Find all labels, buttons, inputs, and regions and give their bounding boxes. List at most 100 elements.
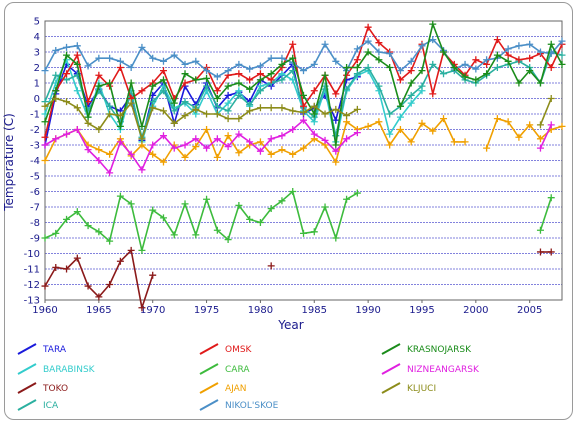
data-point: [278, 104, 286, 112]
data-point: [138, 304, 146, 312]
legend-swatch: [381, 363, 401, 375]
legend-item-nizneangarsk: NIZNEANGARSK: [381, 363, 480, 375]
y-tick-label: -6: [30, 187, 40, 198]
data-point: [558, 51, 566, 59]
data-point: [526, 121, 534, 129]
data-point: [332, 147, 340, 155]
data-point: [224, 82, 232, 90]
legend-label: CARA: [225, 365, 250, 375]
data-point: [203, 74, 211, 82]
data-point: [353, 105, 361, 113]
data-point: [149, 141, 157, 149]
data-point: [138, 135, 146, 143]
data-point: [106, 281, 114, 288]
data-point: [407, 91, 415, 99]
data-point: [300, 102, 307, 110]
data-point: [181, 60, 189, 68]
data-point: [310, 228, 318, 236]
series-kljuci: [536, 95, 555, 129]
legend-swatch: [17, 399, 37, 411]
data-point: [418, 119, 426, 127]
data-point: [289, 54, 297, 62]
data-point: [213, 87, 221, 95]
y-tick-label: -9: [30, 234, 40, 245]
data-point: [353, 45, 361, 53]
y-axis-ticks: 5 4 3 2 1 0 -1 -2 -3 -4 -5 -6 -7 -8 -9 -10 -11 -12 -13: [24, 17, 40, 307]
data-point: [95, 71, 103, 79]
data-point: [181, 153, 189, 161]
data-point: [203, 195, 211, 203]
y-tick-label: 5: [34, 17, 40, 28]
data-point: [483, 70, 491, 78]
legend-swatch: [381, 382, 401, 394]
data-point: [386, 50, 394, 58]
data-point: [181, 70, 189, 78]
data-point: [343, 112, 351, 120]
y-tick-label: -11: [24, 265, 40, 276]
data-point: [159, 76, 167, 84]
data-point: [116, 112, 124, 120]
data-point: [493, 64, 501, 71]
series-nizneangarsk: [41, 116, 361, 177]
data-point: [73, 208, 81, 216]
data-point: [321, 136, 329, 144]
y-tick-label: 1: [34, 79, 40, 90]
data-point: [289, 150, 297, 158]
x-tick-label: 1980: [248, 305, 273, 316]
legend-swatch: [17, 382, 37, 394]
legend-item-barabinsk: BARABINSK: [17, 363, 96, 375]
data-point: [278, 197, 286, 205]
y-tick-label: -2: [30, 125, 40, 136]
data-point: [515, 133, 523, 141]
series-line-barabinsk: [44, 58, 423, 143]
legend-item-toko: TOKO: [17, 382, 68, 394]
data-point: [213, 102, 221, 110]
data-point: [364, 37, 372, 45]
data-point: [343, 64, 351, 71]
data-point: [41, 118, 49, 126]
data-point: [159, 107, 167, 115]
data-point: [63, 98, 71, 106]
data-point: [246, 85, 254, 93]
data-point: [536, 48, 544, 56]
data-point: [429, 90, 437, 98]
data-point: [84, 222, 92, 230]
data-point: [84, 113, 92, 121]
data-point: [246, 101, 254, 109]
data-point: [170, 107, 178, 115]
legend-item-omsk: OMSK: [199, 343, 253, 355]
data-point: [224, 115, 232, 123]
data-point: [235, 91, 243, 99]
data-point: [170, 231, 178, 239]
data-point: [235, 115, 243, 123]
y-tick-label: -7: [30, 203, 40, 214]
data-point: [332, 132, 340, 140]
chart-frame: [4, 2, 573, 420]
data-point: [256, 147, 264, 155]
data-point: [278, 146, 286, 154]
data-point: [472, 56, 480, 64]
data-point: [203, 67, 211, 75]
y-tick-label: 2: [34, 63, 40, 74]
series-cara: [536, 194, 555, 234]
data-point: [310, 110, 318, 118]
data-point: [41, 157, 49, 164]
legend-label: BARABINSK: [43, 365, 96, 375]
data-point: [213, 110, 221, 118]
data-point: [267, 205, 275, 213]
series-toko: [267, 262, 275, 270]
data-point: [63, 265, 71, 273]
data-point: [95, 82, 103, 90]
data-point: [138, 122, 146, 130]
series-krasnojarsk: [41, 20, 566, 149]
data-point: [203, 110, 211, 118]
x-tick-label: 2000: [463, 305, 488, 316]
data-point: [213, 153, 221, 161]
data-point: [300, 91, 307, 99]
x-tick-label: 1995: [409, 305, 434, 316]
data-point: [278, 70, 286, 78]
y-axis-title: Temperature (C): [2, 113, 16, 212]
data-point: [84, 119, 92, 127]
data-point: [95, 293, 103, 301]
data-point: [332, 158, 340, 166]
